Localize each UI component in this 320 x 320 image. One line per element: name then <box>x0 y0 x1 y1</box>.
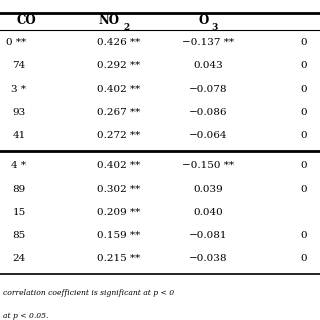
Text: −0.086: −0.086 <box>189 108 227 117</box>
Text: 0.209 **: 0.209 ** <box>97 208 140 217</box>
Text: 15: 15 <box>12 208 26 217</box>
Text: CO: CO <box>16 14 36 27</box>
Text: O: O <box>198 14 208 27</box>
Text: −0.150 **: −0.150 ** <box>182 161 234 171</box>
Text: at p < 0.05.: at p < 0.05. <box>4 312 49 320</box>
Text: 0.159 **: 0.159 ** <box>97 231 140 240</box>
Text: 0: 0 <box>301 254 307 263</box>
Text: 89: 89 <box>12 185 26 194</box>
Text: 0.402 **: 0.402 ** <box>97 85 140 94</box>
Text: 2: 2 <box>124 23 130 32</box>
Text: 24: 24 <box>12 254 26 263</box>
Text: −0.081: −0.081 <box>189 231 227 240</box>
Text: 4 *: 4 * <box>11 161 26 171</box>
Text: −0.038: −0.038 <box>189 254 227 263</box>
Text: 3: 3 <box>211 23 218 32</box>
Text: −0.064: −0.064 <box>189 131 227 140</box>
Text: 0: 0 <box>301 185 307 194</box>
Text: NO: NO <box>99 14 119 27</box>
Text: 0: 0 <box>301 231 307 240</box>
Text: 74: 74 <box>12 61 26 70</box>
Text: 0.040: 0.040 <box>193 208 223 217</box>
Text: 93: 93 <box>12 108 26 117</box>
Text: correlation coefficient is significant at p < 0: correlation coefficient is significant a… <box>4 289 175 297</box>
Text: 0: 0 <box>301 85 307 94</box>
Text: 0: 0 <box>301 161 307 171</box>
Text: 0.302 **: 0.302 ** <box>97 185 140 194</box>
Text: 3 *: 3 * <box>11 85 26 94</box>
Text: 0.267 **: 0.267 ** <box>97 108 140 117</box>
Text: 41: 41 <box>12 131 26 140</box>
Text: 0.272 **: 0.272 ** <box>97 131 140 140</box>
Text: 0.402 **: 0.402 ** <box>97 161 140 171</box>
Text: 0: 0 <box>301 108 307 117</box>
Text: 0.039: 0.039 <box>193 185 223 194</box>
Text: 85: 85 <box>12 231 26 240</box>
Text: −0.078: −0.078 <box>189 85 227 94</box>
Text: 0.426 **: 0.426 ** <box>97 38 140 47</box>
Text: 0.043: 0.043 <box>193 61 223 70</box>
Text: 0.215 **: 0.215 ** <box>97 254 140 263</box>
Text: 0: 0 <box>301 61 307 70</box>
Text: 0 **: 0 ** <box>6 38 26 47</box>
Text: 0: 0 <box>301 38 307 47</box>
Text: 0: 0 <box>301 131 307 140</box>
Text: −0.137 **: −0.137 ** <box>182 38 234 47</box>
Text: 0.292 **: 0.292 ** <box>97 61 140 70</box>
